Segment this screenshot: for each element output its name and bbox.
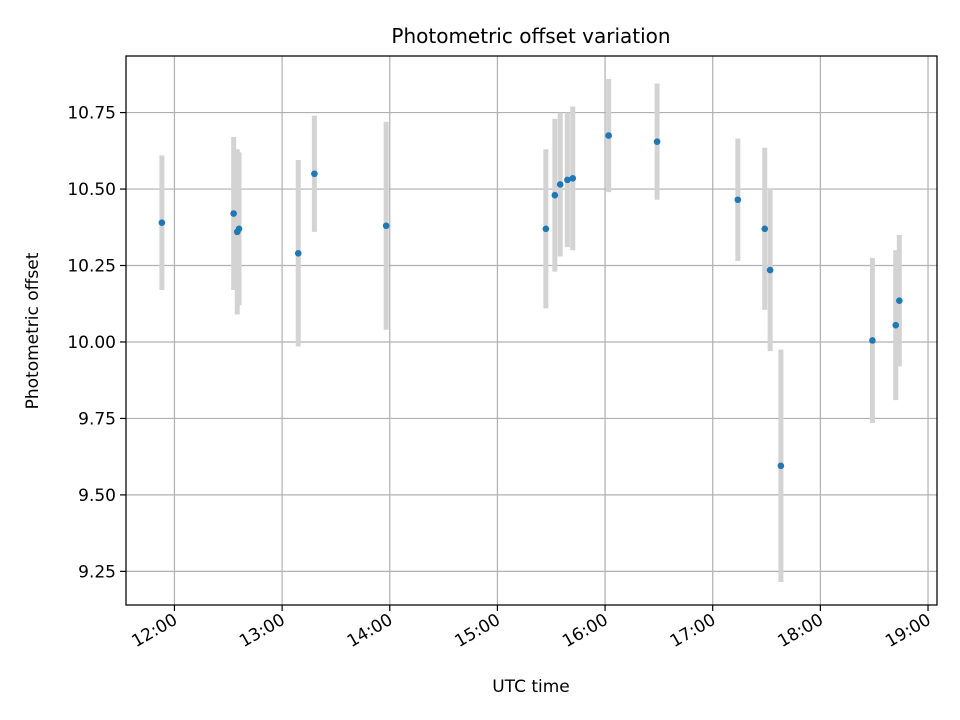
data-point (542, 225, 550, 233)
data-point (569, 175, 577, 182)
data-point (892, 321, 900, 329)
data-point (564, 176, 571, 184)
data-point (896, 297, 903, 304)
data-point (869, 337, 876, 344)
y-tick-label: 9.75 (78, 409, 116, 429)
x-axis-title: UTC time (492, 677, 570, 697)
y-axis-title: Photometric offset (23, 252, 43, 409)
data-point (294, 249, 302, 257)
y-tick-label: 9.50 (78, 486, 116, 506)
data-point (556, 181, 564, 188)
data-point (311, 170, 318, 178)
plot-frame (125, 55, 938, 606)
y-tick-label: 10.00 (67, 333, 116, 353)
data-point (761, 225, 769, 233)
data-points (158, 132, 903, 470)
data-point (766, 266, 774, 274)
grid (126, 56, 937, 605)
data-point (653, 138, 661, 145)
data-point (734, 196, 742, 204)
data-point (382, 222, 390, 230)
data-point (235, 225, 243, 233)
chart-title: Photometric offset variation (391, 24, 670, 48)
y-tick-label: 10.50 (67, 180, 116, 200)
y-tick-label: 9.25 (78, 562, 116, 582)
y-tick-label: 10.25 (67, 257, 116, 277)
data-point (605, 132, 612, 139)
data-point (158, 219, 166, 226)
y-tick-label: 10.75 (67, 104, 116, 124)
data-point (551, 191, 559, 199)
data-point (230, 210, 237, 217)
data-point (777, 462, 785, 470)
